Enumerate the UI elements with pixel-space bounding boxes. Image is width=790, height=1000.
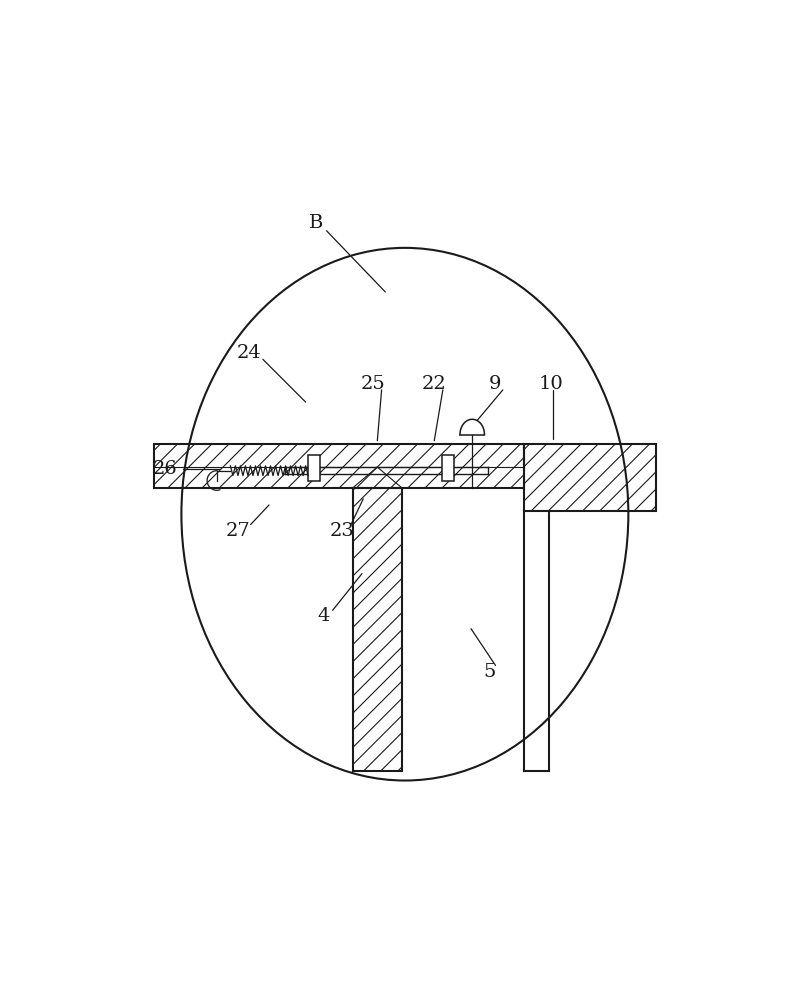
Text: 9: 9 <box>489 375 502 393</box>
Text: 27: 27 <box>226 522 250 540</box>
Text: 4: 4 <box>318 607 330 625</box>
Text: 23: 23 <box>330 522 355 540</box>
Polygon shape <box>442 455 453 481</box>
Text: 22: 22 <box>422 375 446 393</box>
Text: 5: 5 <box>483 663 495 681</box>
Text: B: B <box>309 214 323 232</box>
Text: 24: 24 <box>236 344 261 362</box>
Text: 10: 10 <box>538 375 563 393</box>
Text: 25: 25 <box>361 375 386 393</box>
Text: 26: 26 <box>152 460 177 478</box>
Polygon shape <box>308 455 321 481</box>
